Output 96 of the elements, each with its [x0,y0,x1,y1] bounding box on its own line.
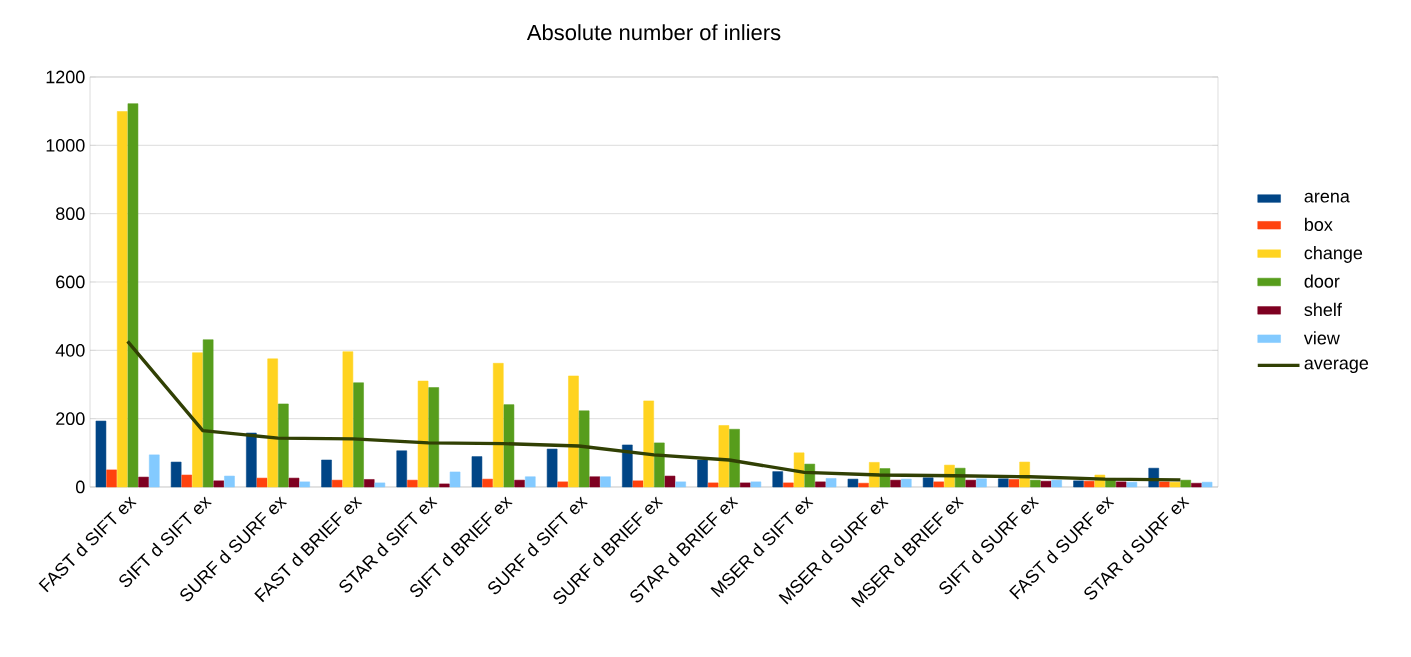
bar [331,479,343,488]
y-tick-label: 1000 [46,138,85,152]
legend-label: change [1304,246,1363,263]
bar [998,478,1009,488]
bar [589,476,601,488]
y-tick-label: 600 [56,275,85,289]
bar [396,450,408,488]
bar [428,387,440,488]
bar [514,479,525,488]
bar [557,481,569,488]
bar [213,480,225,488]
bar [493,363,504,488]
bar [901,478,912,488]
y-tick-label: 1200 [46,70,85,84]
bar [353,382,364,488]
bar [471,456,483,488]
bar [815,481,826,488]
bar [976,478,987,488]
bar [654,442,665,488]
bar [417,380,429,488]
bar [643,400,654,488]
bar [299,481,310,488]
y-tick-label: 400 [55,343,85,357]
legend-label: view [1303,331,1340,345]
bar [1126,481,1138,488]
bar [750,481,762,488]
bar [922,477,934,488]
bar [890,479,901,488]
bar [1169,481,1181,488]
bar [965,479,977,488]
bar [1191,482,1202,488]
bar [622,444,633,488]
bar [202,339,214,488]
bar [546,448,558,488]
bar [127,103,139,488]
bar [933,481,945,488]
y-tick-label: 0 [76,480,85,494]
bar [374,482,386,488]
bar [482,478,493,488]
bar [149,454,160,488]
bar [1159,481,1170,488]
bar [632,480,644,488]
bar [858,482,869,488]
bar [256,477,268,488]
bar [224,475,235,488]
bar [664,475,676,488]
bar [739,482,751,488]
bar [1030,479,1041,488]
line-series [125,339,1183,482]
bar [363,479,375,488]
bar [106,469,117,488]
bar [697,459,708,488]
bar [578,410,590,488]
bar [170,461,182,488]
legend-label: door [1304,274,1340,288]
bar [288,477,300,488]
bar [138,476,149,488]
bar [1073,480,1084,488]
bar [321,459,332,488]
bar [407,479,418,488]
bar [449,471,461,488]
legend-label: average [1304,359,1369,374]
bar [439,483,450,488]
bar [600,476,611,488]
bar [192,352,203,488]
bar [772,471,784,488]
bar [1083,480,1095,488]
bar [181,474,193,488]
bar [95,420,107,488]
chart-title: Absolute number of inliers [526,24,781,41]
legend-label: arena [1304,192,1350,203]
bar [1008,479,1020,488]
bar [1201,481,1213,488]
y-tick-label: 800 [56,207,85,221]
bar [675,481,686,488]
bar [729,428,740,488]
bar [1040,480,1052,488]
bar [117,111,128,488]
y-tick-label: 200 [56,412,85,426]
bar [718,425,730,488]
bar [1051,479,1062,488]
legend-label: box [1304,217,1333,231]
bar [825,478,837,488]
bar [246,432,257,488]
legend-label: shelf [1304,302,1342,317]
bar [1180,479,1191,488]
bar [278,403,289,488]
bar [1115,481,1127,488]
bar [568,375,579,488]
bar [525,476,536,488]
bar [503,404,515,488]
bar [847,478,859,488]
bar [267,358,278,488]
bar [783,482,794,488]
bar [342,351,354,488]
bar [707,482,719,488]
